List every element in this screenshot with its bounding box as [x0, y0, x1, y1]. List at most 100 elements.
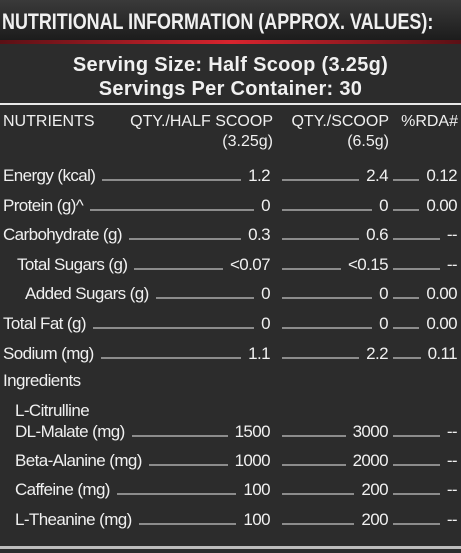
- serving-size: Serving Size: Half Scoop (3.25g): [72, 54, 389, 76]
- scoop-value: 2000: [352, 451, 389, 470]
- leader: [128, 238, 242, 241]
- half-scoop-value: 1000: [234, 451, 271, 470]
- nutrient-name: Protein (g)^: [3, 195, 84, 215]
- half-scoop-value: 0: [261, 314, 270, 333]
- cell-group: 0.00: [386, 283, 458, 304]
- cell-group: 200: [275, 479, 389, 500]
- half-scoop-value: 0.3: [248, 225, 270, 245]
- cell-group: Beta-Alanine (mg) 1000: [15, 450, 271, 471]
- cell-group: 0: [275, 195, 389, 216]
- column-header: NUTRIENTS: [3, 113, 95, 130]
- half-scoop-value: 1500: [234, 422, 271, 441]
- leader: [393, 267, 440, 270]
- scoop-value: 200: [361, 510, 388, 529]
- cell-group: Carbohydrate (g) 0.3: [3, 224, 271, 245]
- leader: [282, 435, 346, 437]
- cell-group: --: [386, 254, 458, 275]
- column-header: QTY./HALF SCOOP (3.25g): [130, 113, 273, 150]
- rda-value: --: [446, 510, 458, 529]
- scoop-value: 0: [379, 314, 388, 333]
- nutrient-name: L-Theanine (mg): [15, 510, 132, 529]
- cell-group: Total Sugars (g) <0.07: [17, 254, 271, 275]
- cell-group: 2000: [275, 450, 389, 471]
- title: NUTRITIONAL INFORMATION (APPROX. VALUES)…: [2, 9, 434, 34]
- scoop-value: 2.2: [366, 343, 388, 363]
- nutrient-name: Total Fat (g): [3, 314, 87, 333]
- cell-group: --: [386, 509, 458, 530]
- column-header: %RDA#: [401, 113, 458, 130]
- leader: [134, 267, 223, 270]
- nutrient-name: L-Citrulline DL-Malate (mg): [15, 401, 125, 441]
- cell-group: 200: [275, 509, 389, 530]
- cell-group: --: [386, 421, 458, 442]
- leader: [393, 208, 420, 211]
- leader: [282, 297, 373, 300]
- nutrient-name: Added Sugars (g): [25, 284, 149, 304]
- nutrient-name: Total Sugars (g): [17, 254, 128, 274]
- cell-group: 0: [275, 313, 389, 334]
- servings-per-container: Servings Per Container: 30: [98, 78, 363, 100]
- leader: [282, 238, 360, 241]
- rda-value: 0.12: [426, 166, 457, 185]
- nutrient-name: Energy (kcal): [3, 166, 96, 185]
- leader: [282, 493, 355, 495]
- leader: [100, 356, 242, 359]
- scoop-value: 0: [379, 284, 388, 304]
- leader: [282, 464, 346, 466]
- scoop-value: <0.15: [347, 254, 389, 274]
- leader: [282, 327, 373, 329]
- cell-group: 3000: [275, 421, 389, 442]
- cell-group: L-Theanine (mg) 100: [15, 509, 271, 530]
- half-scoop-value: <0.07: [229, 254, 271, 274]
- cell-group: Energy (kcal) 1.2: [3, 165, 271, 186]
- leader: [131, 435, 228, 437]
- nutrient-name: Beta-Alanine (mg): [15, 451, 142, 470]
- accent-line: [0, 40, 461, 44]
- rda-value: --: [446, 480, 458, 499]
- leader: [393, 238, 440, 241]
- column-header: QTY./SCOOP (6.5g): [291, 113, 389, 150]
- half-scoop-value: 1.1: [248, 343, 270, 363]
- leader: [393, 327, 420, 329]
- cell-group: Added Sugars (g) 0: [25, 283, 271, 304]
- leader: [138, 523, 237, 525]
- leader: [282, 179, 360, 181]
- leader: [393, 297, 420, 300]
- leader: [92, 327, 255, 329]
- bottom-border: [0, 546, 461, 549]
- cell-group: 0: [275, 283, 389, 304]
- rda-value: 0.00: [426, 195, 457, 215]
- cell-group: 2.4: [275, 165, 389, 186]
- cell-group: --: [386, 450, 458, 471]
- cell-group: 0.00: [386, 195, 458, 216]
- leader: [282, 208, 373, 211]
- scoop-value: 3000: [352, 422, 389, 441]
- leader: [282, 523, 355, 525]
- leader: [393, 356, 421, 359]
- cell-group: 0.11: [386, 343, 458, 364]
- cell-group: Caffeine (mg) 100: [15, 479, 271, 500]
- half-scoop-value: 0: [261, 284, 270, 304]
- cell-group: 2.2: [275, 343, 389, 364]
- cell-group: <0.15: [275, 254, 389, 275]
- cell-group: Sodium (mg) 1.1: [3, 343, 271, 364]
- rda-value: --: [446, 225, 458, 245]
- scoop-value: 200: [361, 480, 388, 499]
- leader: [393, 179, 420, 181]
- scoop-value: 0.6: [366, 225, 388, 245]
- section-label: Ingredients: [3, 371, 81, 390]
- leader: [90, 208, 255, 211]
- rda-value: 0.11: [427, 343, 458, 363]
- rda-value: 0.00: [426, 284, 457, 304]
- cell-group: L-Citrulline DL-Malate (mg) 1500: [15, 400, 271, 442]
- leader: [148, 464, 228, 466]
- leader: [155, 297, 255, 300]
- rda-value: 0.00: [426, 314, 457, 333]
- cell-group: Protein (g)^ 0: [3, 195, 271, 216]
- nutrient-name: Caffeine (mg): [15, 480, 110, 499]
- half-scoop-value: 100: [243, 510, 270, 529]
- cell-group: --: [386, 224, 458, 245]
- leader: [282, 267, 341, 270]
- cell-group: Total Fat (g) 0: [3, 313, 271, 334]
